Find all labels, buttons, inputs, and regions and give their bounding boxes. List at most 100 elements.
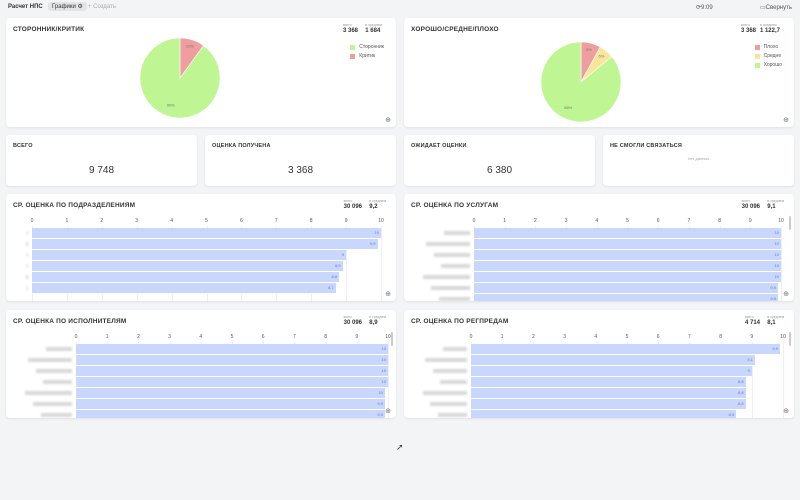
- stat-total: всего 3 368: [740, 23, 756, 34]
- legend-item[interactable]: Средне: [754, 53, 782, 59]
- create-button[interactable]: + Создать: [88, 4, 116, 10]
- bar[interactable]: 10: [474, 250, 781, 261]
- bar-value-label: 9,9: [369, 241, 376, 246]
- bar[interactable]: 10: [474, 261, 781, 272]
- top-bar: Расчет НПС Графики ⚙ + Создать ⟳9:09 ▭Св…: [0, 0, 800, 14]
- bar[interactable]: 8,5: [471, 410, 737, 418]
- bar[interactable]: 8,8: [471, 377, 746, 388]
- category-label-blurred: [26, 253, 28, 257]
- zoom-icon[interactable]: ⊕: [783, 291, 789, 298]
- category-label-blurred: [35, 369, 72, 373]
- zoom-icon[interactable]: ⊕: [783, 117, 789, 124]
- axis-tick-label: 4: [595, 218, 599, 224]
- zoom-icon[interactable]: ⊕: [385, 117, 391, 124]
- axis-tick-label: 0: [469, 334, 473, 340]
- bar[interactable]: 10: [474, 272, 781, 283]
- axis-tick-label: 10: [780, 334, 786, 340]
- bar[interactable]: 9: [471, 366, 752, 377]
- bar[interactable]: 10: [76, 344, 388, 355]
- gridline: [751, 342, 753, 418]
- axis-tick-label: 9: [355, 334, 359, 340]
- bar[interactable]: 10: [474, 228, 781, 239]
- bar-value-label: 9: [747, 368, 750, 373]
- scrollbar[interactable]: [789, 216, 791, 230]
- bar[interactable]: 9,9: [474, 283, 778, 294]
- stat-total: всего 3 368: [342, 23, 358, 34]
- axis-tick-label: 8: [718, 218, 721, 224]
- axis-tick-label: 1: [503, 218, 507, 224]
- axis-tick-label: 0: [472, 218, 476, 224]
- bar[interactable]: 8,8: [471, 399, 746, 410]
- axis-tick-label: 10: [385, 334, 391, 340]
- pie-slice[interactable]: [540, 41, 622, 123]
- card-title: СР. ОЦЕНКА ПО РЕГПРЕДАМ: [411, 318, 509, 325]
- bar[interactable]: 10: [76, 388, 385, 399]
- collapse-button[interactable]: ▭Свернуть: [760, 4, 792, 11]
- bar[interactable]: 8,8: [471, 388, 746, 399]
- gridline: [783, 342, 784, 418]
- bar[interactable]: 9,9: [32, 239, 378, 250]
- bar[interactable]: 8,8: [32, 272, 340, 283]
- bar[interactable]: 9,9: [471, 344, 780, 355]
- scrollbar[interactable]: [789, 332, 791, 346]
- zoom-icon[interactable]: ⊕: [385, 408, 391, 415]
- refresh-time[interactable]: ⟳9:09: [696, 4, 713, 11]
- gridline: [388, 342, 389, 418]
- bar[interactable]: 10: [76, 355, 388, 366]
- zoom-icon[interactable]: ⊕: [385, 291, 391, 298]
- bar[interactable]: 9: [32, 250, 347, 261]
- bar[interactable]: 10: [76, 377, 388, 388]
- axis-tick-label: 3: [168, 334, 171, 340]
- gridline: [781, 226, 782, 301]
- bar[interactable]: 9,1: [471, 355, 755, 366]
- gridline: [381, 226, 382, 301]
- pie-slice[interactable]: [139, 37, 221, 119]
- kpi-rated: ОЦЕНКА ПОЛУЧЕНА 3 368: [205, 135, 396, 186]
- pie-slice-label: 8%: [586, 47, 592, 52]
- bar[interactable]: 8,9: [32, 261, 343, 272]
- bar-value-label: 10: [381, 357, 386, 362]
- axis-tick-label: 5: [626, 218, 629, 224]
- axis-tick-label: 6: [656, 218, 660, 224]
- bar-value-label: 10: [374, 230, 379, 235]
- stat-average: в среднем 8,9: [369, 315, 386, 326]
- card-title: СР. ОЦЕНКА ПО ПОДРАЗДЕЛЕНИЯМ: [13, 202, 136, 209]
- axis-tick-label: 10: [378, 218, 384, 224]
- bar[interactable]: 10: [32, 228, 381, 239]
- scrollbar[interactable]: [391, 332, 393, 346]
- zoom-icon[interactable]: ⊕: [783, 408, 789, 415]
- legend-item[interactable]: Плохо: [754, 44, 782, 50]
- bar[interactable]: 10: [76, 366, 388, 377]
- tab-charts[interactable]: Графики ⚙: [48, 2, 87, 11]
- category-label-blurred: [422, 391, 467, 395]
- bar-value-label: 9,9: [772, 346, 778, 351]
- category-label-blurred: [25, 391, 72, 395]
- bar-chart-card: СР. ОЦЕНКА ПО ПОДРАЗДЕЛЕНИЯМ всего 30 096 в…: [6, 194, 396, 301]
- bar-value-label: 10: [381, 368, 386, 373]
- category-label-blurred: [46, 347, 72, 351]
- legend-item[interactable]: Критик: [350, 53, 384, 59]
- axis-tick-label: 2: [532, 334, 535, 340]
- category-label-blurred: [27, 231, 28, 235]
- axis-tick-label: 9: [750, 334, 754, 340]
- bar[interactable]: 9,9: [76, 410, 385, 418]
- bar[interactable]: 9,9: [474, 294, 778, 301]
- kpi-value: 3 368: [287, 165, 314, 176]
- bar-value-label: 10: [774, 252, 779, 257]
- legend-item[interactable]: Сторонник: [350, 44, 384, 50]
- axis-tick-label: 7: [688, 334, 691, 340]
- card-title: ХОРОШО/СРЕДНЕ/ПЛОХО: [411, 26, 499, 33]
- bar-value-label: 9,9: [377, 412, 383, 417]
- stat-average: в среднем 9,2: [369, 199, 386, 210]
- bar[interactable]: 9,9: [76, 399, 385, 410]
- kpi-title: НЕ СМОГЛИ СВЯЗАТЬСЯ: [610, 143, 683, 149]
- stat-total: всего 30 096: [741, 199, 760, 210]
- bar[interactable]: 10: [474, 239, 781, 250]
- axis-tick-label: 1: [500, 334, 504, 340]
- legend-item[interactable]: Хорошо: [754, 62, 782, 68]
- settings-icon[interactable]: ⚙: [77, 4, 83, 10]
- stat-total: всего 30 096: [343, 315, 362, 326]
- bar[interactable]: 8,7: [32, 283, 336, 294]
- axis-tick-label: 7: [687, 218, 691, 224]
- time-label: 9:09: [701, 5, 713, 11]
